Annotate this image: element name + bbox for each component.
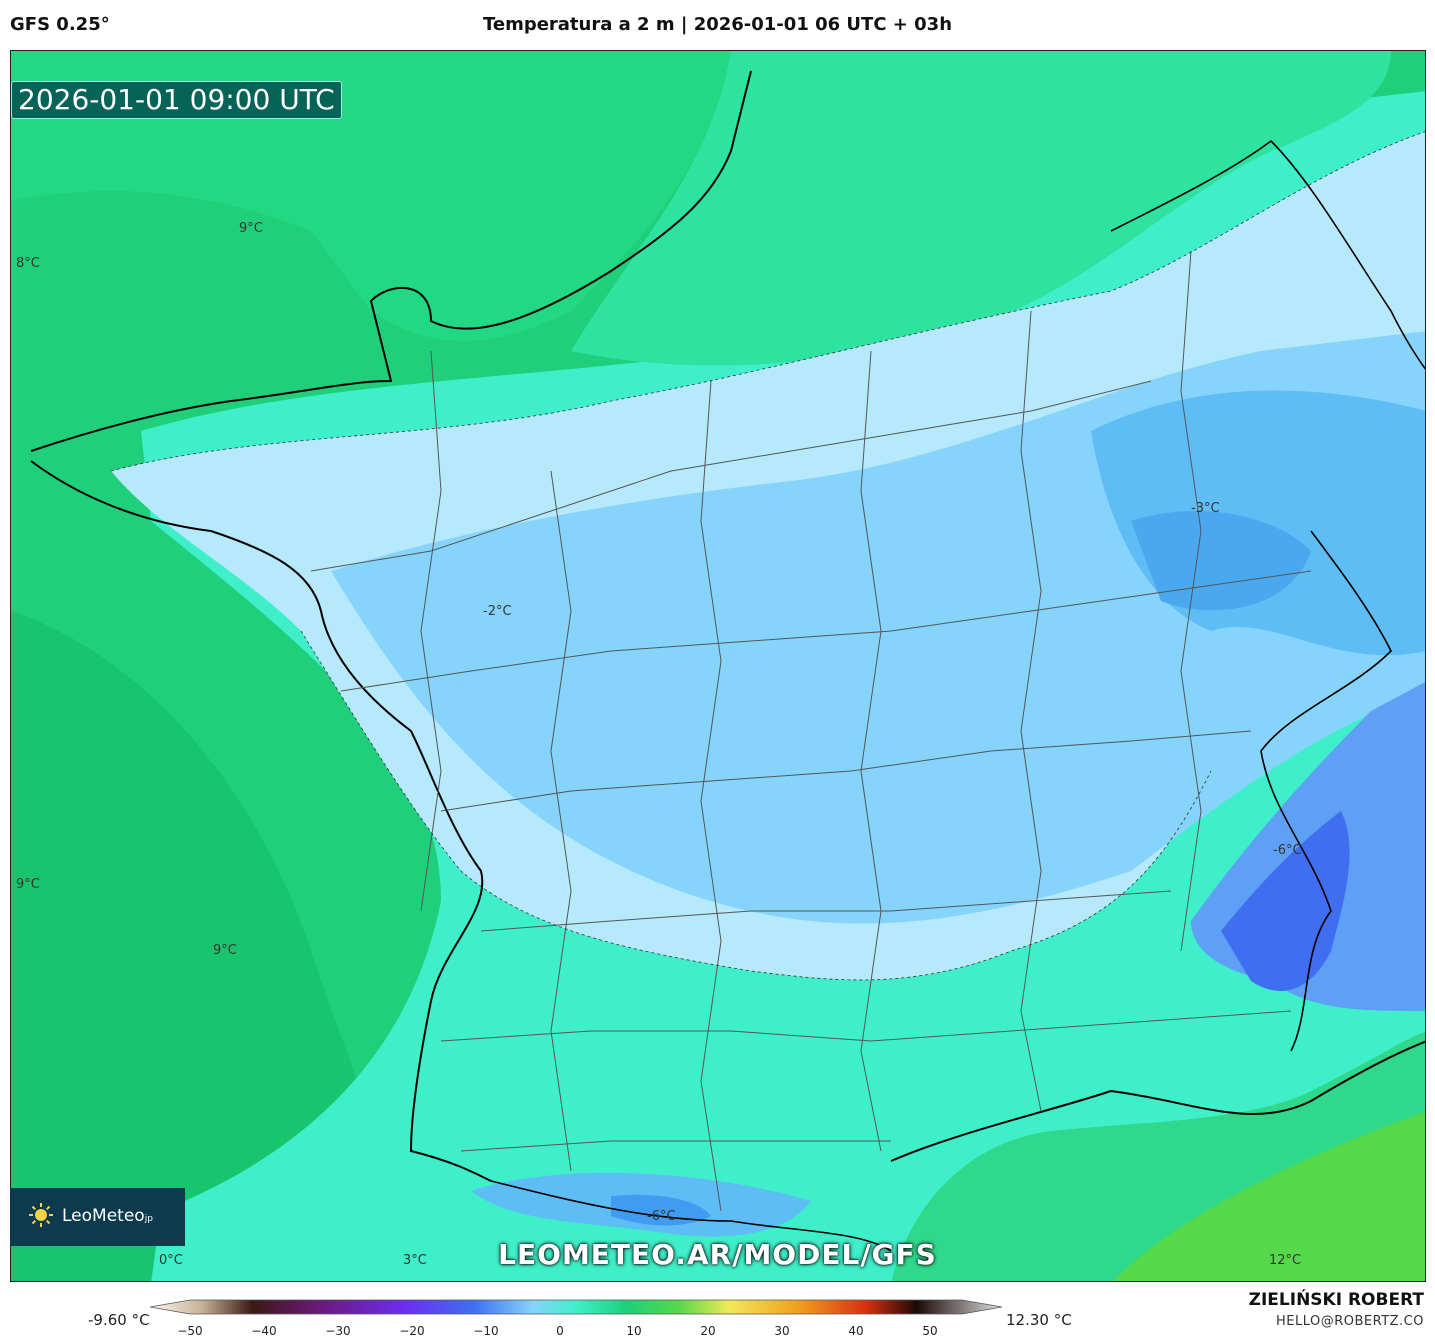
colorbar-tick: 0 xyxy=(556,1324,564,1338)
valid-time-badge: 2026-01-01 09:00 UTC xyxy=(11,81,342,119)
department-borders xyxy=(310,250,1312,1212)
atlantic-coastline xyxy=(30,460,492,1182)
colorbar-tick: 50 xyxy=(922,1324,938,1338)
temperature-map: 2026-01-01 09:00 UTC 9°C 8°C -3°C -2°C -… xyxy=(10,50,1426,1282)
temp-label-9c-west: 9°C xyxy=(16,877,40,892)
colorbar-tick: −10 xyxy=(473,1324,499,1338)
mediterranean-coastline xyxy=(890,1040,1425,1162)
temp-label-minus2c: -2°C xyxy=(483,604,512,619)
colorbar-tick: −40 xyxy=(251,1324,277,1338)
northeast-border xyxy=(1110,139,1425,370)
colorbar-tick: −20 xyxy=(399,1324,425,1338)
temp-label-3c: 3°C xyxy=(403,1253,427,1268)
model-name: GFS 0.25° xyxy=(10,14,110,35)
north-green-zone xyxy=(571,51,1391,366)
east-border xyxy=(1260,530,1392,1052)
temp-label-9c-channel: 9°C xyxy=(239,221,263,236)
author-credit: ZIELIŃSKI ROBERT xyxy=(1248,1290,1424,1310)
pyrenees-coldest-zone xyxy=(611,1194,711,1226)
map-title: Temperatura a 2 m | 2026-01-01 06 UTC + … xyxy=(482,14,953,35)
map-canvas xyxy=(11,51,1425,1281)
spain-border xyxy=(490,1180,892,1252)
east-coldest-zone xyxy=(1131,511,1311,611)
temp-label-9c-biscay: 9°C xyxy=(213,943,237,958)
colorbar-min-label: -9.60 °C xyxy=(88,1311,150,1329)
colorbar-max-label: 12.30 °C xyxy=(1006,1311,1072,1329)
temp-label-12c: 12°C xyxy=(1269,1253,1302,1268)
colorbar-tick: 30 xyxy=(774,1324,790,1338)
zero-isotherm xyxy=(110,131,1425,981)
mediterranean-warm-zone xyxy=(1112,1111,1425,1281)
alps-coldest-zone xyxy=(1221,811,1350,991)
colorbar-tick: 20 xyxy=(700,1324,716,1338)
author-email[interactable]: HELLO@ROBERTZ.CO xyxy=(1275,1314,1424,1329)
sun-icon xyxy=(29,1203,53,1227)
western-sea-band xyxy=(11,611,411,1281)
logo-text: LeoMeteojp xyxy=(62,1206,153,1226)
temp-label-0c: 0°C xyxy=(159,1253,183,1268)
temp-label-minus6c-pyrenees: -6°C xyxy=(647,1209,676,1224)
leometeo-logo: LeoMeteojp xyxy=(10,1188,185,1246)
temp-label-8c: 8°C xyxy=(16,256,40,271)
temp-label-minus3c: -3°C xyxy=(1191,501,1220,516)
temp-label-minus6c-alps: -6°C xyxy=(1273,843,1302,858)
colorbar xyxy=(150,1299,1002,1315)
colorbar-tick: −50 xyxy=(177,1324,203,1338)
channel-sea xyxy=(11,51,731,341)
watermark-url[interactable]: LEOMETEO.AR/MODEL/GFS xyxy=(498,1238,937,1271)
colorbar-tick: −30 xyxy=(325,1324,351,1338)
colorbar-tick: 40 xyxy=(848,1324,864,1338)
colorbar-tick: 10 xyxy=(626,1324,642,1338)
northern-coastline xyxy=(30,70,752,452)
